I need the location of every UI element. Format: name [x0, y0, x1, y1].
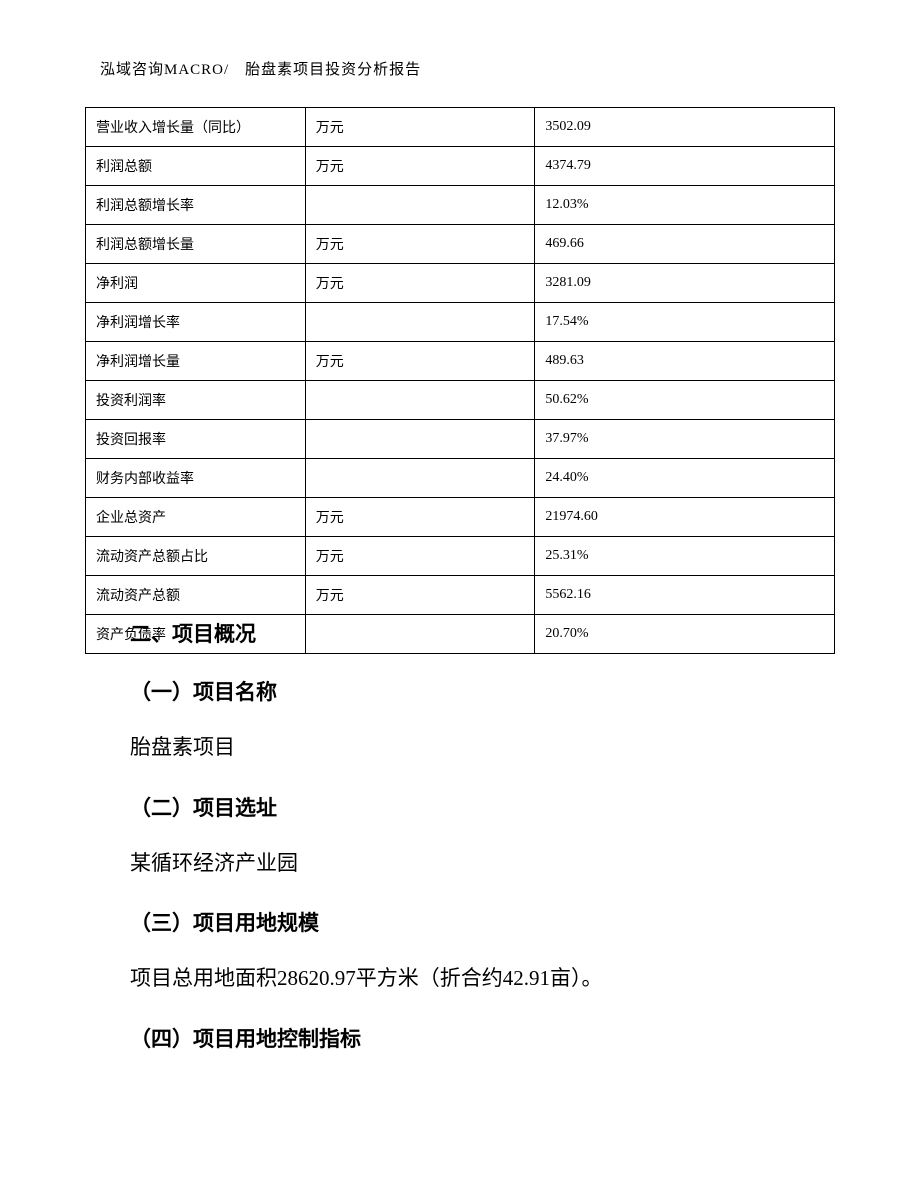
table-row: 利润总额 万元 4374.79 — [86, 147, 835, 186]
row-label: 净利润增长量 — [86, 342, 306, 381]
financial-data-table: 营业收入增长量（同比） 万元 3502.09 利润总额 万元 4374.79 利… — [85, 107, 835, 654]
row-value: 3502.09 — [535, 108, 835, 147]
row-value: 4374.79 — [535, 147, 835, 186]
section-title: 二、项目概况 — [130, 618, 820, 648]
row-unit — [305, 381, 535, 420]
row-label: 投资回报率 — [86, 420, 306, 459]
content-section: 二、项目概况 （一）项目名称 胎盘素项目 （二）项目选址 某循环经济产业园 （三… — [130, 618, 820, 1079]
table-row: 财务内部收益率 24.40% — [86, 459, 835, 498]
row-value: 489.63 — [535, 342, 835, 381]
row-value: 25.31% — [535, 537, 835, 576]
table-row: 净利润增长率 17.54% — [86, 303, 835, 342]
row-value: 37.97% — [535, 420, 835, 459]
row-label: 利润总额增长率 — [86, 186, 306, 225]
row-unit — [305, 303, 535, 342]
table-row: 流动资产总额 万元 5562.16 — [86, 576, 835, 615]
table-body: 营业收入增长量（同比） 万元 3502.09 利润总额 万元 4374.79 利… — [86, 108, 835, 654]
body-text-3: 项目总用地面积28620.97平方米（折合约42.91亩）。 — [130, 963, 820, 995]
row-unit: 万元 — [305, 264, 535, 303]
table-row: 营业收入增长量（同比） 万元 3502.09 — [86, 108, 835, 147]
sub-heading-4: （四）项目用地控制指标 — [130, 1023, 820, 1053]
row-unit: 万元 — [305, 342, 535, 381]
row-value: 50.62% — [535, 381, 835, 420]
body-text-2: 某循环经济产业园 — [130, 848, 820, 880]
table-row: 流动资产总额占比 万元 25.31% — [86, 537, 835, 576]
table-row: 利润总额增长量 万元 469.66 — [86, 225, 835, 264]
row-label: 企业总资产 — [86, 498, 306, 537]
row-unit: 万元 — [305, 576, 535, 615]
row-value: 17.54% — [535, 303, 835, 342]
row-unit: 万元 — [305, 537, 535, 576]
row-unit: 万元 — [305, 498, 535, 537]
header-text: 泓域咨询MACRO/ 胎盘素项目投资分析报告 — [100, 62, 421, 78]
row-unit: 万元 — [305, 147, 535, 186]
page-header: 泓域咨询MACRO/ 胎盘素项目投资分析报告 — [100, 58, 421, 79]
row-unit — [305, 459, 535, 498]
row-label: 财务内部收益率 — [86, 459, 306, 498]
body-text-1: 胎盘素项目 — [130, 732, 820, 764]
sub-heading-1: （一）项目名称 — [130, 676, 820, 706]
table-row: 投资回报率 37.97% — [86, 420, 835, 459]
table-row: 净利润增长量 万元 489.63 — [86, 342, 835, 381]
row-label: 利润总额 — [86, 147, 306, 186]
row-value: 3281.09 — [535, 264, 835, 303]
row-unit — [305, 420, 535, 459]
row-value: 24.40% — [535, 459, 835, 498]
row-unit: 万元 — [305, 108, 535, 147]
table-row: 利润总额增长率 12.03% — [86, 186, 835, 225]
row-label: 净利润增长率 — [86, 303, 306, 342]
row-value: 469.66 — [535, 225, 835, 264]
row-unit: 万元 — [305, 225, 535, 264]
sub-heading-2: （二）项目选址 — [130, 792, 820, 822]
row-label: 利润总额增长量 — [86, 225, 306, 264]
sub-heading-3: （三）项目用地规模 — [130, 907, 820, 937]
row-value: 21974.60 — [535, 498, 835, 537]
table-row: 投资利润率 50.62% — [86, 381, 835, 420]
row-value: 5562.16 — [535, 576, 835, 615]
table-row: 企业总资产 万元 21974.60 — [86, 498, 835, 537]
row-label: 投资利润率 — [86, 381, 306, 420]
row-label: 净利润 — [86, 264, 306, 303]
row-label: 流动资产总额 — [86, 576, 306, 615]
row-value: 12.03% — [535, 186, 835, 225]
row-label: 流动资产总额占比 — [86, 537, 306, 576]
row-label: 营业收入增长量（同比） — [86, 108, 306, 147]
table-row: 净利润 万元 3281.09 — [86, 264, 835, 303]
row-unit — [305, 186, 535, 225]
